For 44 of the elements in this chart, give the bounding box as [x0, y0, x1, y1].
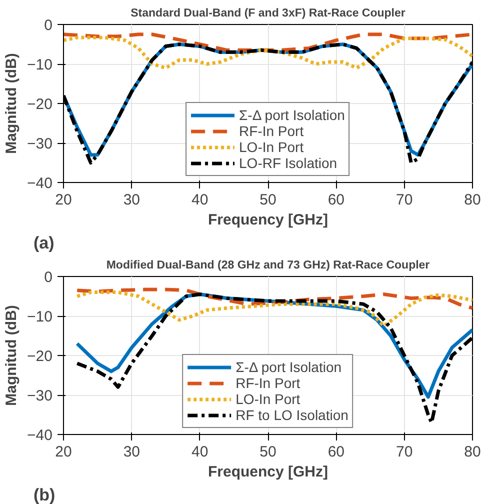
- y-tick-label: −10: [27, 56, 53, 74]
- x-axis-title: Frequency [GHz]: [208, 212, 328, 228]
- y-tick-label: 0: [44, 269, 52, 286]
- x-tick-label: 50: [260, 444, 276, 460]
- legend-label: LO-In Port: [239, 139, 304, 155]
- line-series: [75, 288, 472, 310]
- chart-title: Modified Dual-Band (28 GHz and 73 GHz) Rat-Race Coupler: [106, 260, 430, 272]
- text: (a): [34, 234, 54, 252]
- x-axis-title: Frequency [GHz]: [208, 464, 328, 480]
- y-tick-label: −40: [27, 427, 53, 444]
- x-tick-label: 20: [55, 444, 72, 460]
- y-tick-label: 0: [44, 17, 52, 34]
- legend-label: RF to LO Isolation: [236, 407, 348, 423]
- legend-label: RF-In Port: [236, 375, 300, 391]
- x-tick-label: 40: [191, 192, 208, 208]
- legend-label: RF-In Port: [239, 123, 304, 139]
- legend-label: LO-In Port: [236, 391, 300, 407]
- x-tick-label: 70: [396, 444, 413, 460]
- x-tick-label: 50: [260, 192, 276, 208]
- y-tick-label: −30: [27, 388, 53, 404]
- x-tick-label: 70: [396, 192, 413, 208]
- y-tick-label: −20: [27, 348, 53, 365]
- x-tick-label: 80: [464, 192, 481, 208]
- y-axis-title: Magnitud (dB): [3, 53, 20, 154]
- x-tick-label: 80: [464, 444, 481, 460]
- y-tick-label: −30: [27, 136, 53, 152]
- chart-title: Standard Dual-Band (F and 3xF) Rat-Race Coupler: [130, 8, 406, 20]
- line-series: [64, 32, 472, 52]
- y-tick-label: −20: [27, 96, 53, 113]
- x-tick-label: 30: [123, 192, 140, 208]
- legend-label: Σ-Δ port Isolation: [236, 359, 342, 375]
- x-tick-label: 20: [55, 192, 72, 208]
- legend-label: LO-RF Isolation: [239, 155, 338, 171]
- line-series: [75, 290, 472, 328]
- legend-label: Σ-Δ port Isolation: [239, 107, 345, 123]
- x-tick-label: 40: [191, 444, 208, 460]
- x-tick-label: 60: [328, 192, 345, 208]
- y-tick-label: −40: [27, 175, 53, 192]
- text: (b): [34, 486, 56, 504]
- line-series: [64, 36, 472, 70]
- x-tick-label: 60: [328, 444, 345, 460]
- x-tick-label: 30: [123, 444, 140, 460]
- y-axis-title: Magnitud (dB): [3, 305, 20, 406]
- y-tick-label: −10: [27, 308, 53, 326]
